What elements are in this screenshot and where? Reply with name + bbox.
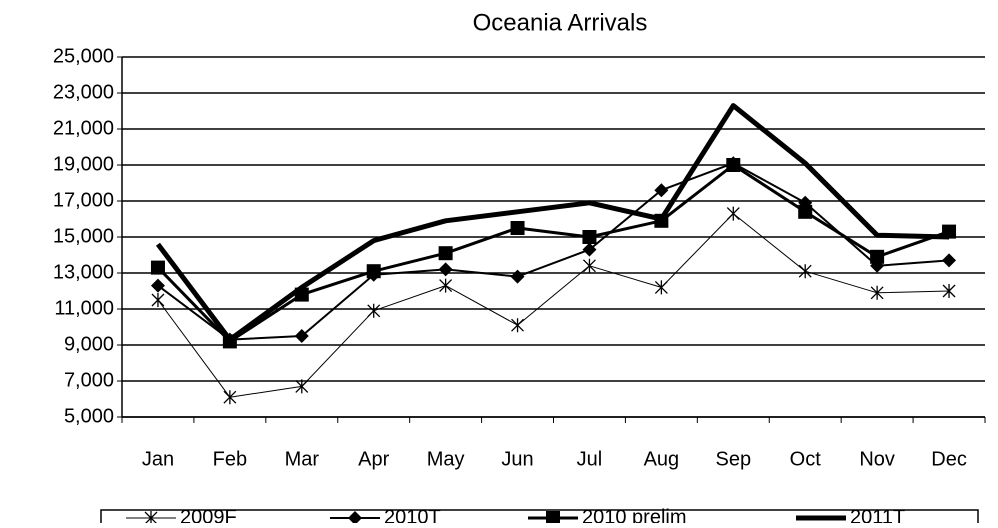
marker (654, 280, 668, 295)
series-line (157, 213, 950, 398)
marker (582, 258, 596, 273)
x-tick-label: Mar (285, 448, 320, 470)
y-tick-label: 23,000 (53, 81, 114, 103)
y-tick-label: 17,000 (53, 189, 114, 211)
y-tick-label: 19,000 (53, 153, 114, 175)
x-tick-label: Oct (790, 448, 822, 470)
series-line (155, 103, 950, 343)
marker (546, 511, 560, 525)
marker (870, 249, 885, 264)
marker (511, 318, 525, 333)
marker (654, 183, 669, 198)
marker (348, 511, 362, 525)
marker (151, 293, 165, 307)
y-tick-label: 7,000 (64, 369, 114, 391)
marker (942, 284, 956, 298)
marker (150, 260, 165, 275)
y-tick-label: 25,000 (53, 45, 114, 67)
marker (223, 390, 237, 405)
x-tick-label: Nov (859, 448, 895, 470)
y-tick-label: 21,000 (53, 117, 114, 139)
marker (439, 278, 453, 293)
x-tick-label: Feb (213, 448, 247, 470)
x-tick-label: May (427, 448, 465, 470)
y-tick-label: 13,000 (53, 261, 114, 283)
marker (798, 264, 812, 279)
x-tick-label: Aug (644, 448, 680, 470)
y-tick-label: 9,000 (64, 333, 114, 355)
marker (144, 511, 158, 525)
marker (510, 221, 525, 235)
marker (798, 204, 813, 219)
marker (438, 262, 453, 277)
x-tick-label: Jan (142, 448, 174, 470)
y-tick-label: 11,000 (54, 297, 114, 319)
series-line (156, 163, 950, 343)
y-tick-label: 5,000 (64, 405, 114, 427)
marker (366, 264, 381, 279)
legend-label: 2011T (850, 506, 905, 523)
marker (582, 230, 597, 244)
x-tick-label: Apr (358, 448, 389, 470)
marker (726, 206, 740, 221)
series-line (157, 162, 950, 341)
marker (582, 242, 597, 257)
chart-title: Oceania Arrivals (473, 9, 648, 36)
marker (367, 303, 381, 318)
marker (150, 278, 165, 293)
legend-box (100, 509, 979, 528)
marker (295, 379, 309, 394)
marker (870, 285, 884, 300)
legend-label: 2010T (384, 506, 441, 523)
legend-label: 2010 prelim (582, 506, 687, 523)
x-tick-label: Dec (931, 448, 967, 470)
legend-label: 2009F (180, 506, 237, 523)
x-tick-label: Jul (577, 448, 603, 470)
marker (726, 158, 741, 172)
marker (942, 253, 957, 268)
y-tick-label: 15,000 (53, 225, 114, 247)
marker (294, 329, 309, 343)
marker (510, 269, 525, 284)
marker (438, 246, 453, 261)
x-tick-label: Sep (715, 448, 751, 470)
x-tick-label: Jun (501, 448, 533, 470)
